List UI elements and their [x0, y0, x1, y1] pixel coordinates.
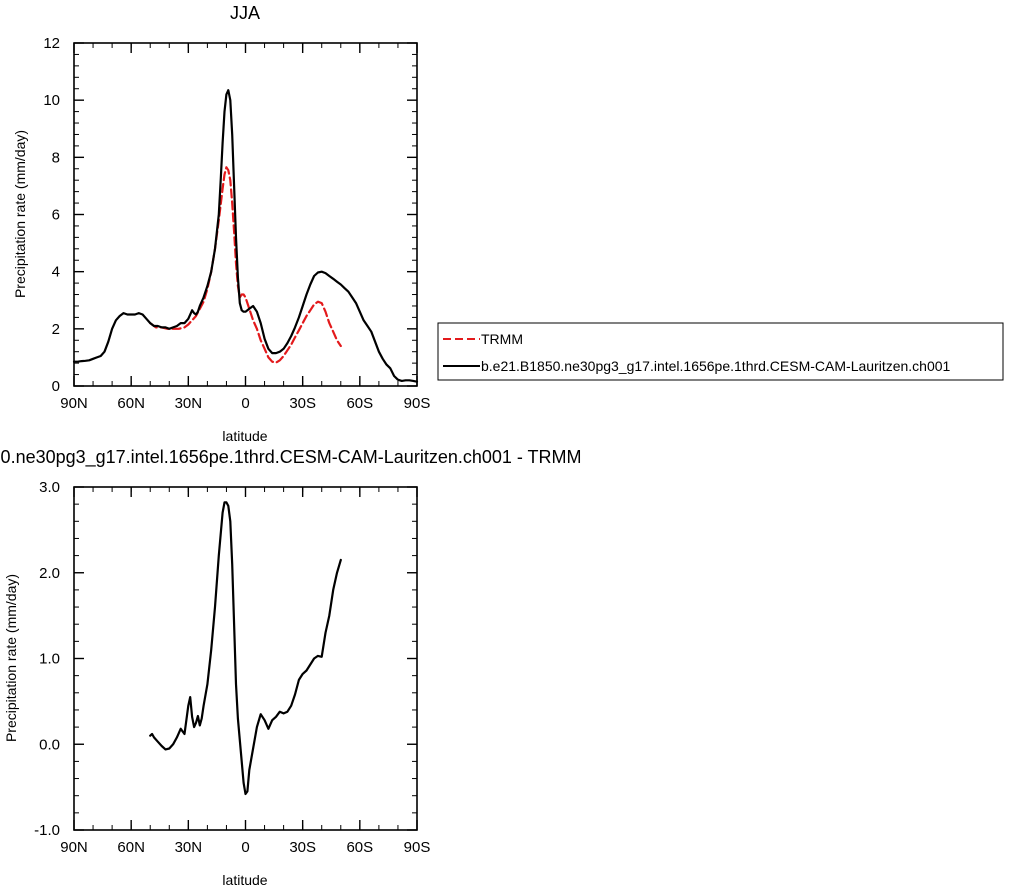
bottom-chart-x-tick-label: 60N: [117, 839, 145, 856]
bottom-chart-y-tick-label: 3.0: [39, 479, 60, 496]
top-chart-y-tick-label: 2: [52, 321, 60, 338]
bottom-chart-ylabel: Precipitation rate (mm/day): [3, 574, 19, 742]
bottom-chart-x-tick-label: 90N: [60, 839, 88, 856]
bottom-chart-panel: b.e21.B1850.ne30pg3_g17.intel.1656pe.1th…: [0, 447, 582, 888]
top-chart-ylabel: Precipitation rate (mm/day): [12, 130, 28, 298]
top-chart-y-tick-label: 6: [52, 207, 60, 224]
bottom-chart-x-tick-label: 30N: [175, 839, 203, 856]
top-chart-x-tick-label: 30S: [289, 395, 316, 412]
legend-label-model: b.e21.B1850.ne30pg3_g17.intel.1656pe.1th…: [481, 358, 951, 374]
top-chart-x-tick-label: 0: [241, 395, 249, 412]
top-chart-x-tick-label: 60N: [117, 395, 145, 412]
top-chart-xlabel: latitude: [222, 428, 267, 444]
top-chart-y-tick-label: 10: [43, 92, 60, 109]
bottom-chart-x-tick-label: 0: [241, 839, 249, 856]
bottom-chart-y-tick-label: 1.0: [39, 651, 60, 668]
top-chart-x-tick-label: 90N: [60, 395, 88, 412]
top-chart-x-tick-label: 90S: [404, 395, 431, 412]
top-chart-y-tick-label: 4: [52, 264, 60, 281]
top-chart-x-tick-label: 30N: [175, 395, 203, 412]
bottom-chart-plot-area: 90N 60N 30N 0 30S 60S 90S -1.0 0.0 1.0 2.0 3.0: [34, 479, 430, 856]
bottom-chart-x-tick-label: 30S: [289, 839, 316, 856]
bottom-chart-title: b.e21.B1850.ne30pg3_g17.intel.1656pe.1th…: [0, 447, 582, 468]
bottom-chart-y-tick-label: 2.0: [39, 565, 60, 582]
bottom-chart-xlabel: latitude: [222, 872, 267, 888]
top-chart-plot-area: 90N 60N 30N 0 30S 60S 90S 0 2 4 6 8 10 12: [43, 35, 430, 412]
legend-box: [437, 322, 1004, 381]
bottom-chart-y-tick-label: 0.0: [39, 736, 60, 753]
bottom-chart-x-tick-label: 60S: [346, 839, 373, 856]
bottom-chart-series-line-0: [149, 501, 342, 796]
bottom-chart-x-tick-label: 90S: [404, 839, 431, 856]
top-chart-title: JJA: [230, 3, 260, 23]
top-chart-x-tick-label: 60S: [346, 395, 373, 412]
bottom-chart-frame: [73, 486, 418, 831]
top-chart-y-tick-label: 8: [52, 149, 60, 166]
top-chart-panel: JJA 90N 60N 30N 0 30S 60S 90S 0 2 4 6 8 10 12 latitud…: [12, 3, 430, 444]
legend-label-trmm: TRMM: [481, 331, 523, 347]
top-chart-legend: TRMM b.e21.B1850.ne30pg3_g17.intel.1656p…: [437, 322, 1004, 381]
top-chart-series-line-1: [72, 89, 419, 383]
top-chart-y-tick-label: 12: [43, 35, 60, 52]
bottom-chart-y-tick-label: -1.0: [34, 822, 60, 839]
top-chart-y-tick-label: 0: [52, 378, 60, 395]
top-chart-frame: [73, 42, 418, 387]
top-chart-series-line-0: [149, 166, 342, 364]
